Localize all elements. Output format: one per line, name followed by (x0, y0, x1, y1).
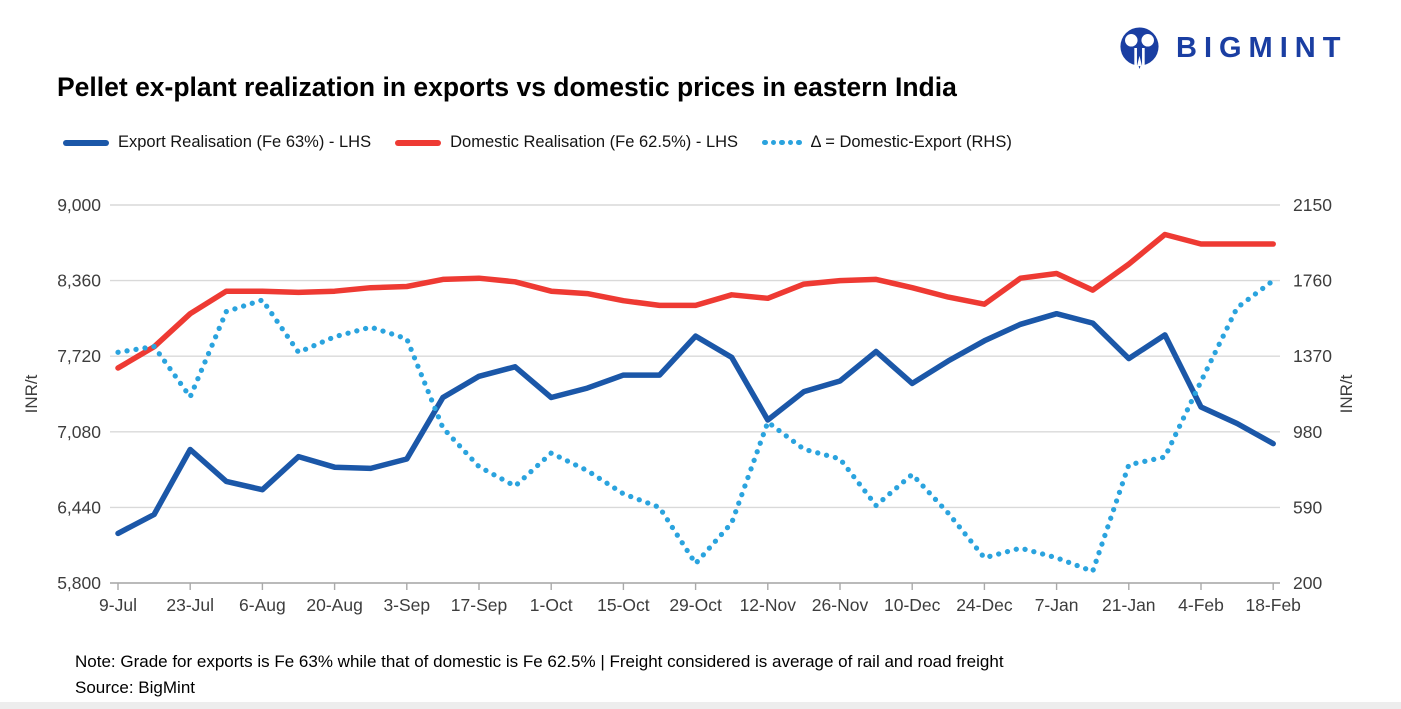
y-axis-label-right: 590 (1293, 497, 1322, 517)
x-axis-label: 6-Aug (239, 595, 286, 615)
y-axis-label-left: 6,440 (57, 497, 101, 517)
legend-label-delta: Δ = Domestic-Export (RHS) (810, 133, 1012, 151)
x-axis-label: 17-Sep (451, 595, 507, 615)
chart-legend: Export Realisation (Fe 63%) - LHS Domest… (63, 133, 1012, 152)
x-axis-label: 29-Oct (669, 595, 722, 615)
legend-label-domestic: Domestic Realisation (Fe 62.5%) - LHS (450, 133, 739, 151)
y-axis-label-left: 7,720 (57, 346, 101, 366)
y-axis-label-right: 2150 (1293, 195, 1332, 215)
x-axis-label: 7-Jan (1035, 595, 1079, 615)
y-axis-label-left: 5,800 (57, 573, 101, 593)
x-axis-label: 21-Jan (1102, 595, 1156, 615)
right-axis-title: INR/t (1337, 374, 1356, 413)
domestic-line (115, 231, 1276, 371)
y-axis-label-right: 980 (1293, 422, 1322, 442)
legend-item-export: Export Realisation (Fe 63%) - LHS (63, 133, 371, 152)
legend-label-export: Export Realisation (Fe 63%) - LHS (118, 133, 372, 151)
chart-title: Pellet ex-plant realization in exports v… (57, 72, 957, 102)
x-axis-label: 26-Nov (812, 595, 869, 615)
domestic-line-swatch (395, 139, 442, 146)
legend-item-delta: Δ = Domestic-Export (RHS) (762, 133, 1012, 152)
delta-dotted-line (115, 278, 1276, 575)
x-axis-label: 1-Oct (530, 595, 573, 615)
brand-logo: BIGMINT (1116, 26, 1347, 70)
y-axis-label-right: 1760 (1293, 271, 1332, 291)
y-axis-label-right: 1370 (1293, 346, 1332, 366)
note-text: Note: Grade for exports is Fe 63% while … (75, 652, 1004, 671)
legend-item-domestic: Domestic Realisation (Fe 62.5%) - LHS (395, 133, 738, 152)
x-axis-label: 3-Sep (383, 595, 430, 615)
y-axis-label-left: 9,000 (57, 195, 101, 215)
x-axis-label: 20-Aug (306, 595, 362, 615)
x-axis-label: 23-Jul (166, 595, 214, 615)
y-axis-label-right: 200 (1293, 573, 1322, 593)
x-axis-label: 9-Jul (99, 595, 137, 615)
brand-name: BIGMINT (1176, 31, 1348, 64)
x-axis-label: 12-Nov (740, 595, 797, 615)
x-axis-label: 24-Dec (956, 595, 1013, 615)
x-axis-label: 18-Feb (1245, 595, 1300, 615)
x-axis-label: 10-Dec (884, 595, 941, 615)
x-axis-label: 4-Feb (1178, 595, 1224, 615)
left-axis-title: INR/t (22, 374, 41, 413)
y-axis-label-left: 8,360 (57, 271, 101, 291)
export-line-swatch (63, 139, 109, 146)
y-axis-label-left: 7,080 (57, 422, 101, 442)
x-axis-label: 15-Oct (597, 595, 650, 615)
export-line (115, 310, 1276, 537)
delta-dotted-swatch (762, 139, 802, 146)
bigmint-icon (1120, 27, 1159, 70)
source-text: Source: BigMint (75, 678, 195, 697)
bottom-strip (0, 702, 1401, 709)
